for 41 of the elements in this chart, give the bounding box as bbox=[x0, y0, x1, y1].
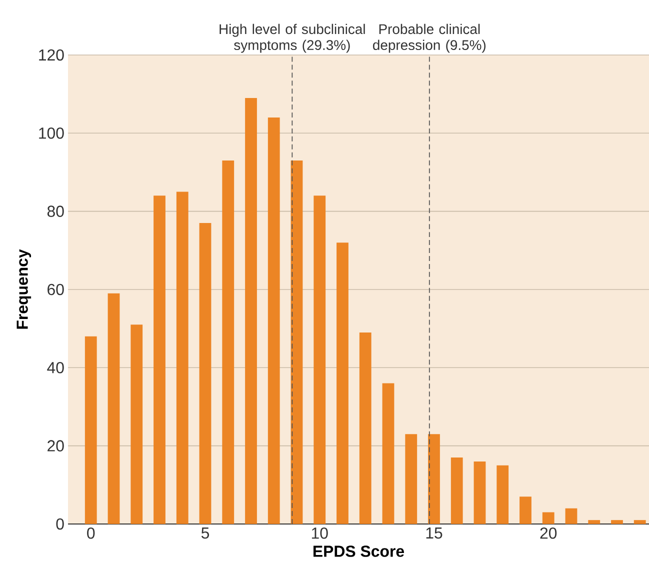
bar bbox=[84, 336, 97, 524]
y-tick-label: 20 bbox=[48, 440, 64, 452]
bar bbox=[565, 508, 578, 524]
bar bbox=[382, 383, 394, 524]
bar bbox=[336, 242, 348, 524]
x-tick-label: 10 bbox=[312, 528, 328, 539]
y-tick-label: 60 bbox=[48, 284, 64, 296]
bar bbox=[314, 196, 326, 524]
bar bbox=[154, 196, 166, 524]
bar bbox=[268, 118, 280, 524]
bar bbox=[199, 223, 212, 524]
bar bbox=[450, 458, 463, 524]
y-tick-label: 100 bbox=[39, 128, 64, 139]
bar bbox=[611, 520, 623, 524]
ref-line-label: High level of subclinical symptoms (29.3%) bbox=[220, 24, 365, 53]
x-tick-label: 5 bbox=[201, 528, 210, 539]
bar bbox=[290, 160, 303, 524]
bar bbox=[542, 512, 554, 524]
x-tick-label: 0 bbox=[87, 528, 95, 539]
bar bbox=[405, 434, 418, 524]
bar bbox=[176, 192, 188, 524]
bar bbox=[588, 520, 600, 524]
bar bbox=[520, 496, 532, 524]
bar bbox=[474, 461, 486, 524]
ref-line-label: Probable clinical depression (9.5%) bbox=[373, 24, 486, 53]
bar bbox=[108, 293, 120, 524]
bar bbox=[245, 98, 257, 524]
x-axis-title: EPDS Score bbox=[314, 546, 404, 557]
y-tick-label: 120 bbox=[39, 49, 64, 61]
x-tick-label: 15 bbox=[426, 528, 442, 539]
bar bbox=[634, 520, 646, 524]
bar bbox=[359, 332, 372, 524]
bar bbox=[496, 465, 509, 524]
y-tick-label: 0 bbox=[56, 518, 64, 530]
bar bbox=[130, 324, 143, 524]
y-tick-label: 80 bbox=[47, 206, 64, 217]
bar bbox=[428, 434, 440, 524]
y-axis-title: Frequency bbox=[16, 249, 32, 329]
x-tick-label: 20 bbox=[540, 528, 557, 539]
y-tick-label: 40 bbox=[47, 362, 64, 374]
bar bbox=[222, 160, 234, 524]
